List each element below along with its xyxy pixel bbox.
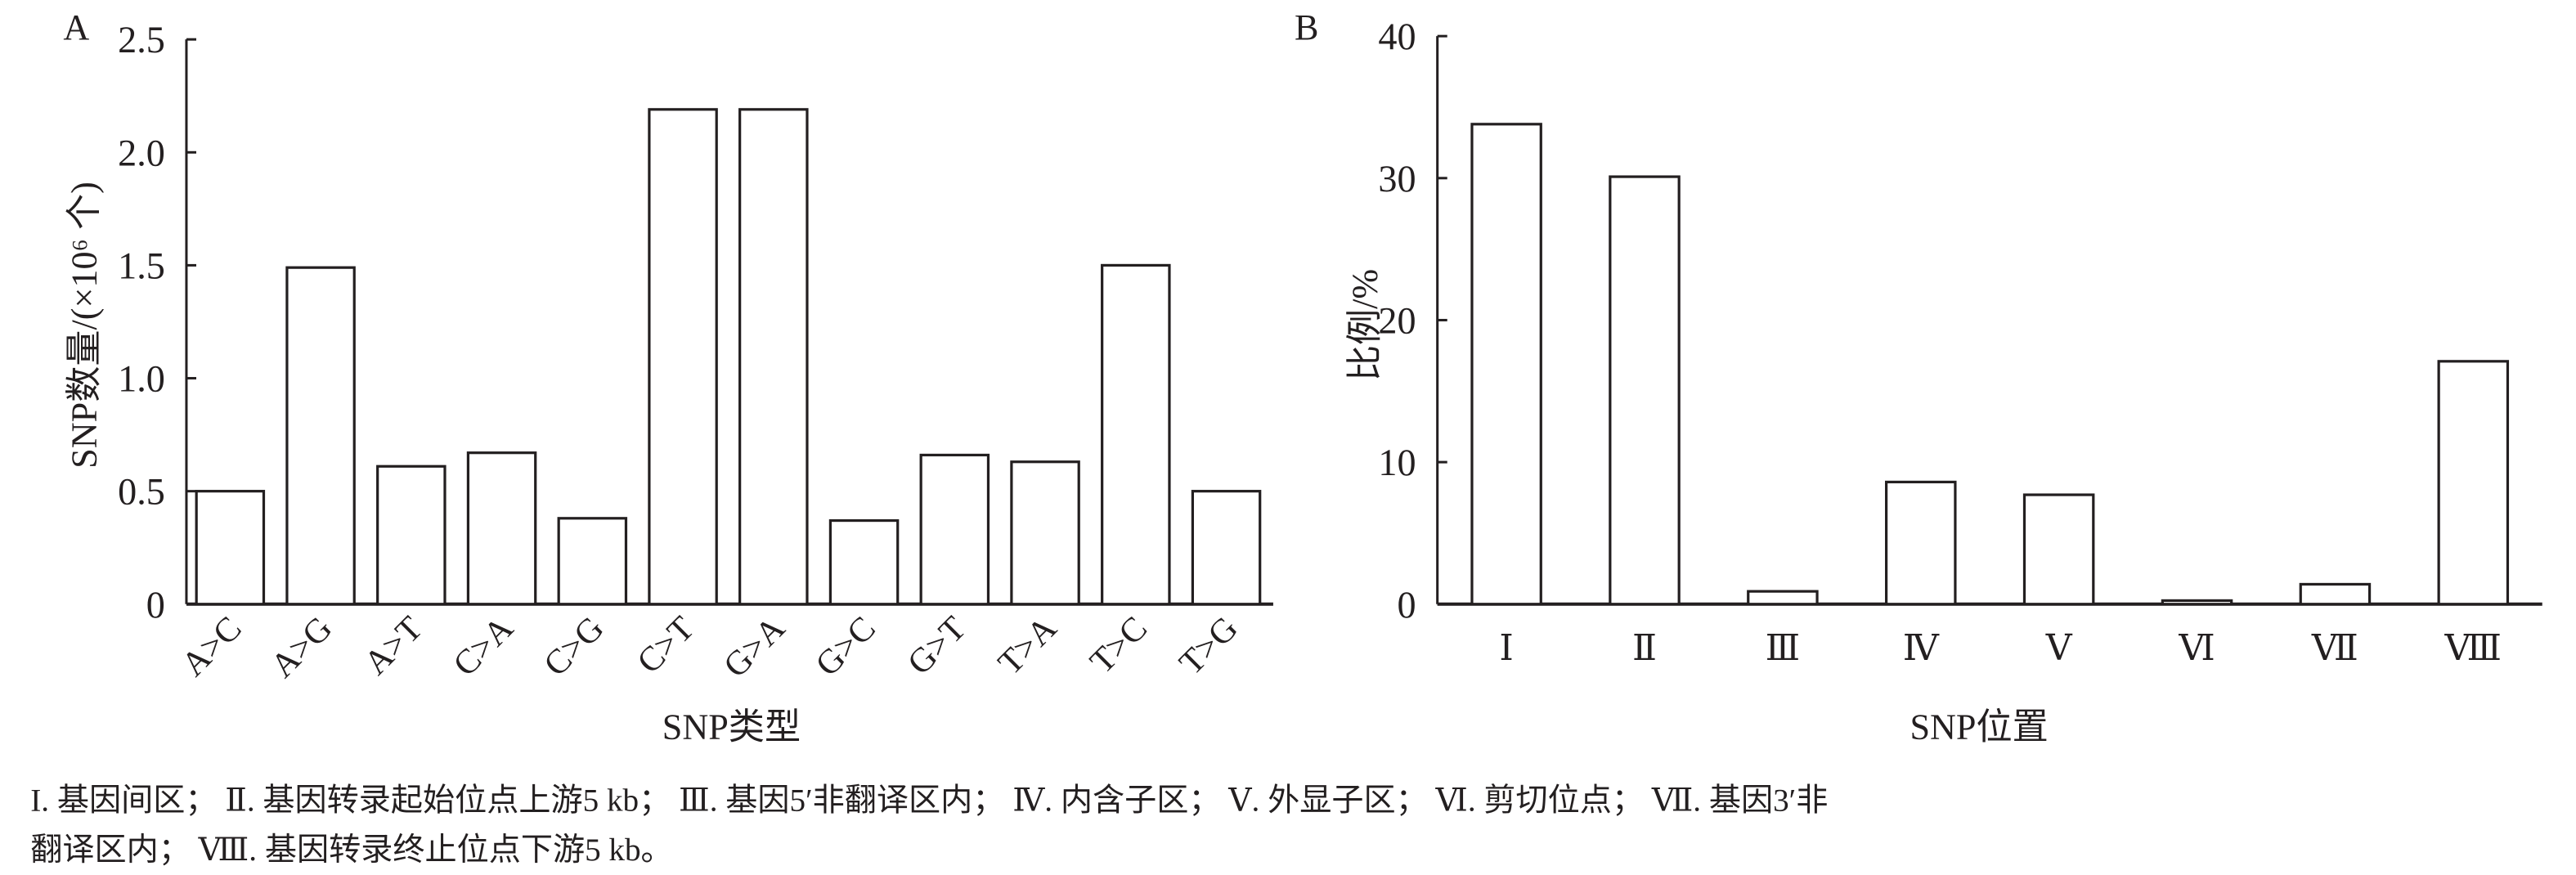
y-tick-label: 40 [1378, 16, 1416, 57]
bar-A>C [195, 490, 266, 606]
x-tick-label: Ⅷ [2444, 628, 2502, 668]
bar-T>A [1010, 460, 1080, 606]
x-tick-label: T>A [990, 608, 1064, 682]
bar-Ⅰ [1470, 123, 1542, 606]
panel-label-b: B [1295, 7, 1318, 47]
bar-C>T [648, 108, 718, 606]
y-tick-label: 10 [1378, 442, 1416, 483]
x-tick-label: Ⅴ [2045, 628, 2073, 668]
x-axis-title-a: SNP类型 [662, 707, 801, 747]
caption-line-1: I. 基因间区； Ⅱ. 基因转录起始位点上游5 kb； Ⅲ. 基因5′非翻译区内… [30, 783, 1828, 819]
x-tick-label: A>T [357, 609, 430, 683]
y-axis-title-b: 比例/% [1344, 269, 1384, 381]
y-tick-label: 20 [1378, 300, 1416, 342]
x-tick-label: A>G [263, 609, 339, 685]
x-tick-label: Ⅰ [1499, 628, 1513, 668]
bar-Ⅷ [2437, 360, 2510, 606]
x-tick-label: C>T [630, 609, 702, 681]
y-tick-label: 0 [146, 584, 165, 626]
bar-Ⅳ [1885, 480, 1957, 606]
x-tick-label: C>A [446, 608, 521, 684]
caption-line-2: 翻译区内； Ⅷ. 基因转录终止位点下游5 kb。 [30, 832, 672, 868]
y-tick-label: 0 [1398, 584, 1416, 626]
bar-C>A [466, 451, 537, 606]
y-axis-title-a: SNP数量/(×10⁶ 个) [65, 182, 105, 469]
bar-T>G [1191, 490, 1262, 606]
x-tick-label: Ⅲ [1766, 628, 1801, 668]
bar-A>T [376, 464, 447, 606]
bar-G>C [828, 518, 900, 606]
bar-Ⅱ [1609, 175, 1681, 606]
x-tick-label: T>G [1172, 609, 1245, 683]
chart-a: A SNP数量/(×10⁶ 个) SNP类型 0 0.5 1.0 1.5 2.0 2.5 A… [63, 7, 1273, 747]
y-tick-label: 2.0 [118, 132, 165, 173]
x-axis-title-b: SNP位置 [1910, 707, 2048, 747]
x-tick-label: C>G [536, 609, 611, 684]
x-tick-label: A>C [174, 609, 249, 684]
bar-G>T [919, 453, 990, 606]
bar-T>C [1101, 263, 1171, 606]
y-tick-label: 30 [1378, 158, 1416, 200]
bar-Ⅴ [2022, 493, 2095, 606]
x-tick-label: G>A [716, 608, 792, 684]
y-tick-label: 1.0 [118, 358, 165, 400]
bar-G>A [738, 108, 809, 606]
bar-A>G [285, 266, 356, 606]
x-tick-label: T>C [1083, 609, 1155, 681]
bar-Ⅵ [2161, 599, 2233, 606]
x-tick-label: Ⅱ [1632, 628, 1657, 668]
x-tick-label: Ⅶ [2311, 628, 2358, 668]
y-tick-label: 0.5 [118, 471, 165, 513]
x-tick-label: Ⅳ [1903, 628, 1940, 668]
chart-b: B 比例/% SNP位置 0 10 20 30 40 Ⅰ Ⅱ Ⅲ Ⅳ Ⅴ Ⅵ Ⅶ Ⅷ [1295, 7, 2542, 747]
y-tick-label: 2.5 [118, 19, 165, 61]
x-tick-label: Ⅵ [2178, 628, 2215, 668]
x-tick-label: G>T [900, 609, 974, 683]
x-tick-label: G>C [808, 609, 882, 684]
panel-label-a: A [63, 7, 89, 47]
bar-Ⅶ [2299, 582, 2372, 606]
bar-Ⅲ [1747, 590, 1819, 606]
y-tick-label: 1.5 [118, 245, 165, 286]
bar-C>G [557, 517, 628, 606]
